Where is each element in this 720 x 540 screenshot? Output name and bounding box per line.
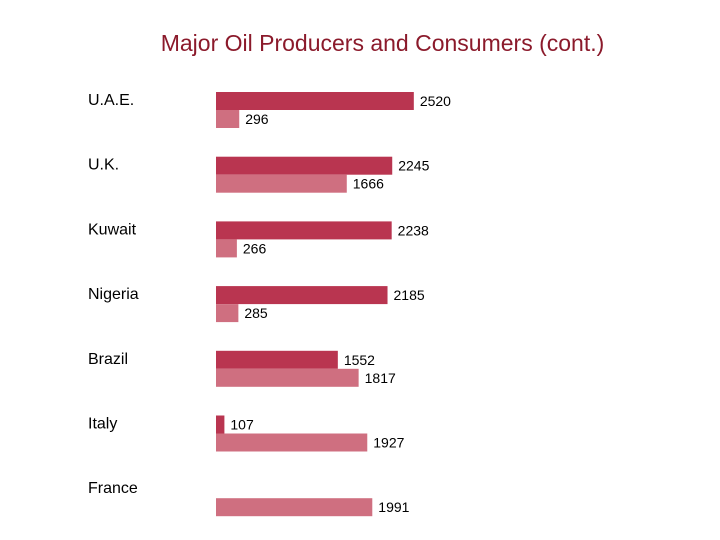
- bar-u-a-e-series-2: [216, 110, 240, 128]
- value-label-u-a-e-series-2: 296: [245, 111, 269, 127]
- value-label-u-a-e-series-1: 2520: [420, 93, 451, 109]
- bar-u-a-e-series-1: [216, 92, 414, 110]
- bar-france-series-2: [216, 498, 373, 517]
- value-label-u-k-series-1: 2245: [398, 158, 429, 174]
- value-label-kuwait-series-2: 266: [243, 240, 267, 256]
- bar-italy-series-2: [216, 433, 368, 452]
- value-label-brazil-series-1: 1552: [344, 352, 375, 368]
- category-label-u-a-e: U.A.E.: [88, 92, 134, 109]
- bar-nigeria-series-2: [216, 304, 239, 323]
- category-label-nigeria: Nigeria: [88, 286, 139, 303]
- bar-brazil-series-1: [216, 350, 338, 369]
- category-label-brazil: Brazil: [88, 351, 128, 368]
- value-label-u-k-series-2: 1666: [353, 176, 384, 192]
- value-label-france-series-2: 1991: [378, 499, 409, 515]
- category-label-u-k: U.K.: [88, 157, 119, 174]
- bar-kuwait-series-1: [216, 221, 392, 240]
- bar-u-k-series-1: [216, 156, 393, 175]
- value-label-italy-series-2: 1927: [373, 435, 404, 451]
- category-label-italy: Italy: [88, 416, 117, 433]
- value-label-brazil-series-2: 1817: [365, 370, 396, 386]
- value-label-nigeria-series-1: 2185: [394, 287, 425, 303]
- bar-italy-series-1: [216, 415, 225, 434]
- bar-u-k-series-2: [216, 174, 347, 193]
- chart-title: Major Oil Producers and Consumers (cont.…: [160, 30, 605, 56]
- value-label-nigeria-series-2: 285: [244, 305, 268, 321]
- category-label-kuwait: Kuwait: [88, 221, 137, 238]
- bar-kuwait-series-2: [216, 239, 237, 258]
- value-label-italy-series-1: 107: [230, 417, 254, 433]
- bar-nigeria-series-1: [216, 286, 388, 305]
- category-label-france: France: [88, 480, 138, 497]
- bar-brazil-series-2: [216, 368, 359, 387]
- value-label-kuwait-series-1: 2238: [398, 222, 429, 238]
